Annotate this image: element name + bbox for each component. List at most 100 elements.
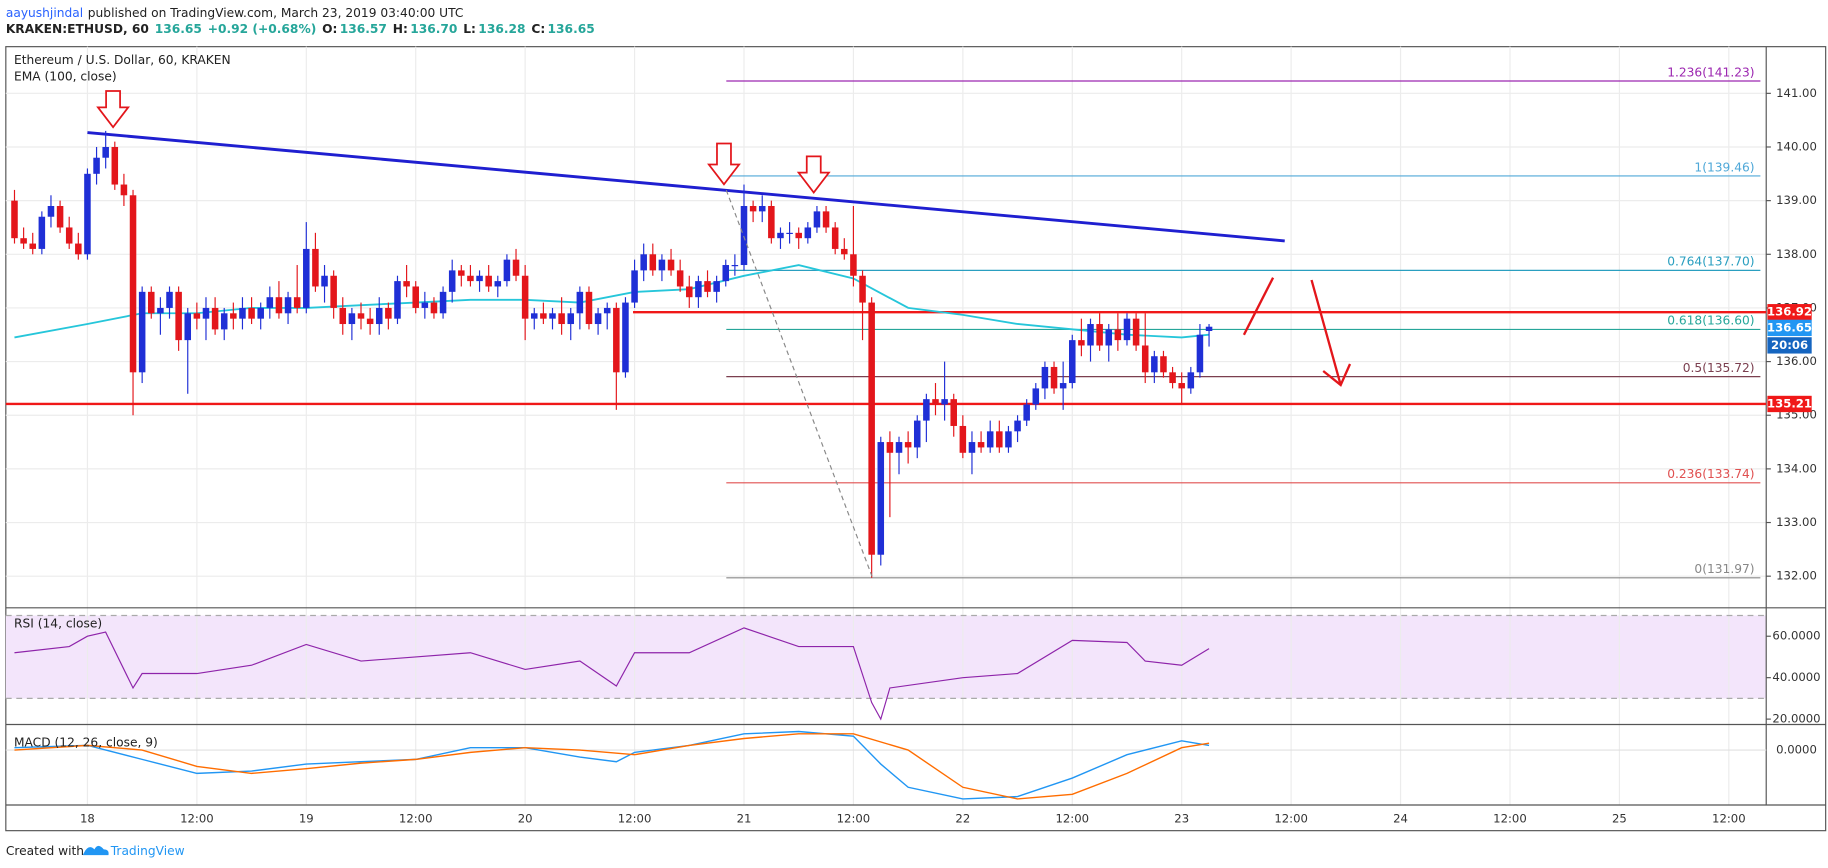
candle-body	[804, 227, 812, 239]
candle-body	[403, 281, 410, 287]
macd-line	[14, 733, 1210, 800]
candle-body	[941, 399, 948, 405]
down-sketch	[1310, 279, 1352, 387]
countdown-text: 20:06	[1771, 338, 1808, 352]
candle-body	[157, 307, 164, 314]
fib-label: 1(139.46)	[1694, 160, 1754, 174]
candle-body	[65, 227, 73, 244]
ohlc-line: KRAKEN:ETHUSD, 60 136.65 +0.92 (+0.68%) O: 1…	[6, 22, 595, 36]
candle-body	[120, 184, 128, 196]
candle-body	[257, 307, 264, 319]
candle-body	[558, 313, 565, 325]
candle-body	[996, 431, 1003, 448]
candle-body	[93, 157, 100, 174]
candle-body	[1141, 345, 1149, 373]
fib-anchor	[725, 189, 873, 577]
low-label: L:	[463, 22, 476, 36]
candle-body	[640, 254, 647, 271]
candle-body	[1078, 340, 1085, 346]
candle-body	[649, 254, 657, 271]
candle-body	[932, 399, 939, 405]
x-tick-label: 24	[1393, 811, 1408, 825]
candle-body	[777, 232, 784, 239]
candle-body	[868, 302, 875, 555]
candle-body	[594, 313, 602, 325]
x-tick-label: 12:00	[1274, 811, 1308, 825]
candle-body	[439, 291, 447, 314]
candle-body	[47, 206, 55, 217]
y-tick-label: 133.00	[1776, 515, 1817, 529]
y-tick-label: 134.00	[1776, 461, 1817, 475]
x-tick-label: 21	[737, 811, 752, 825]
candle-body	[1169, 372, 1176, 384]
candle-body	[968, 442, 976, 453]
x-tick-label: 12:00	[1055, 811, 1089, 825]
author[interactable]: aayushjindal	[6, 5, 83, 19]
candle-body	[1205, 326, 1213, 332]
fib-label: 0.764(137.70)	[1667, 255, 1754, 269]
candle-body	[904, 442, 912, 448]
candle-body	[658, 259, 666, 271]
candle-body	[886, 442, 894, 453]
y-tick-label: 139.00	[1776, 193, 1817, 207]
candle-body	[549, 313, 556, 319]
candle-body	[248, 307, 255, 319]
candle-body	[166, 291, 173, 308]
labels: 136.92 135.21 136.65 20:06	[1767, 304, 1812, 413]
macd-title: MACD (12, 26, close, 9)	[14, 736, 158, 750]
candle-body	[284, 297, 292, 314]
candle-body	[530, 313, 538, 319]
candle-body	[129, 195, 137, 373]
header-line: aayushjindal published on TradingView.com…	[6, 5, 464, 19]
candle-body	[385, 307, 392, 319]
candle-body	[786, 232, 793, 234]
open: 136.57	[340, 22, 387, 36]
candle-body	[959, 425, 967, 453]
candle-body	[722, 265, 730, 282]
footer-brand[interactable]: TradingView	[110, 844, 185, 858]
x-tick-label: 12:00	[1712, 811, 1746, 825]
candle-body	[1178, 383, 1185, 389]
candle-body	[859, 275, 866, 303]
candle-body	[585, 291, 593, 325]
high: 136.70	[410, 22, 457, 36]
countdown-box	[1767, 337, 1812, 354]
fib-label: 1.236(141.23)	[1667, 65, 1754, 79]
plot-area: 18 12:00 19 12:00 20 12:00 21 12:00 22 12:00 23 12:…	[5, 46, 1827, 832]
low: 136.28	[478, 22, 525, 36]
candle-body	[1187, 372, 1195, 389]
candle-body	[613, 307, 620, 373]
fib-label: 0(131.97)	[1694, 562, 1754, 576]
candle-body	[695, 281, 702, 298]
candle-body	[1059, 383, 1067, 389]
last-price-box	[1767, 319, 1812, 337]
candle-body	[813, 211, 821, 228]
candle-body	[421, 302, 429, 308]
x-tick-label: 12:00	[837, 811, 871, 825]
ema-legend: EMA (100, close)	[14, 69, 117, 83]
candle-body	[1023, 404, 1030, 421]
candle-body	[175, 291, 182, 341]
level-label-box	[1767, 395, 1812, 413]
fib-label: 0.5(135.72)	[1683, 361, 1755, 375]
candle-body	[540, 313, 547, 319]
candle-body	[603, 307, 611, 314]
level-label-box	[1767, 304, 1812, 321]
candle-body	[567, 313, 575, 325]
x-tick-label: 20	[518, 811, 533, 825]
y-tick-label: 141.00	[1776, 86, 1817, 100]
macd-line	[14, 730, 1210, 800]
candle-body	[822, 211, 830, 228]
candle-body	[239, 307, 246, 319]
candle-body	[476, 275, 483, 282]
last: 136.65	[155, 22, 202, 36]
up-sketch	[1242, 277, 1275, 336]
candle-body	[467, 275, 474, 282]
candle-body	[1105, 329, 1113, 346]
candle-body	[713, 281, 720, 292]
candle-body	[111, 146, 119, 185]
candle-body	[850, 254, 857, 276]
x-tick-label: 12:00	[1493, 811, 1527, 825]
fib-label: 0.236(133.74)	[1667, 467, 1754, 481]
x-tick-label: 25	[1612, 811, 1627, 825]
